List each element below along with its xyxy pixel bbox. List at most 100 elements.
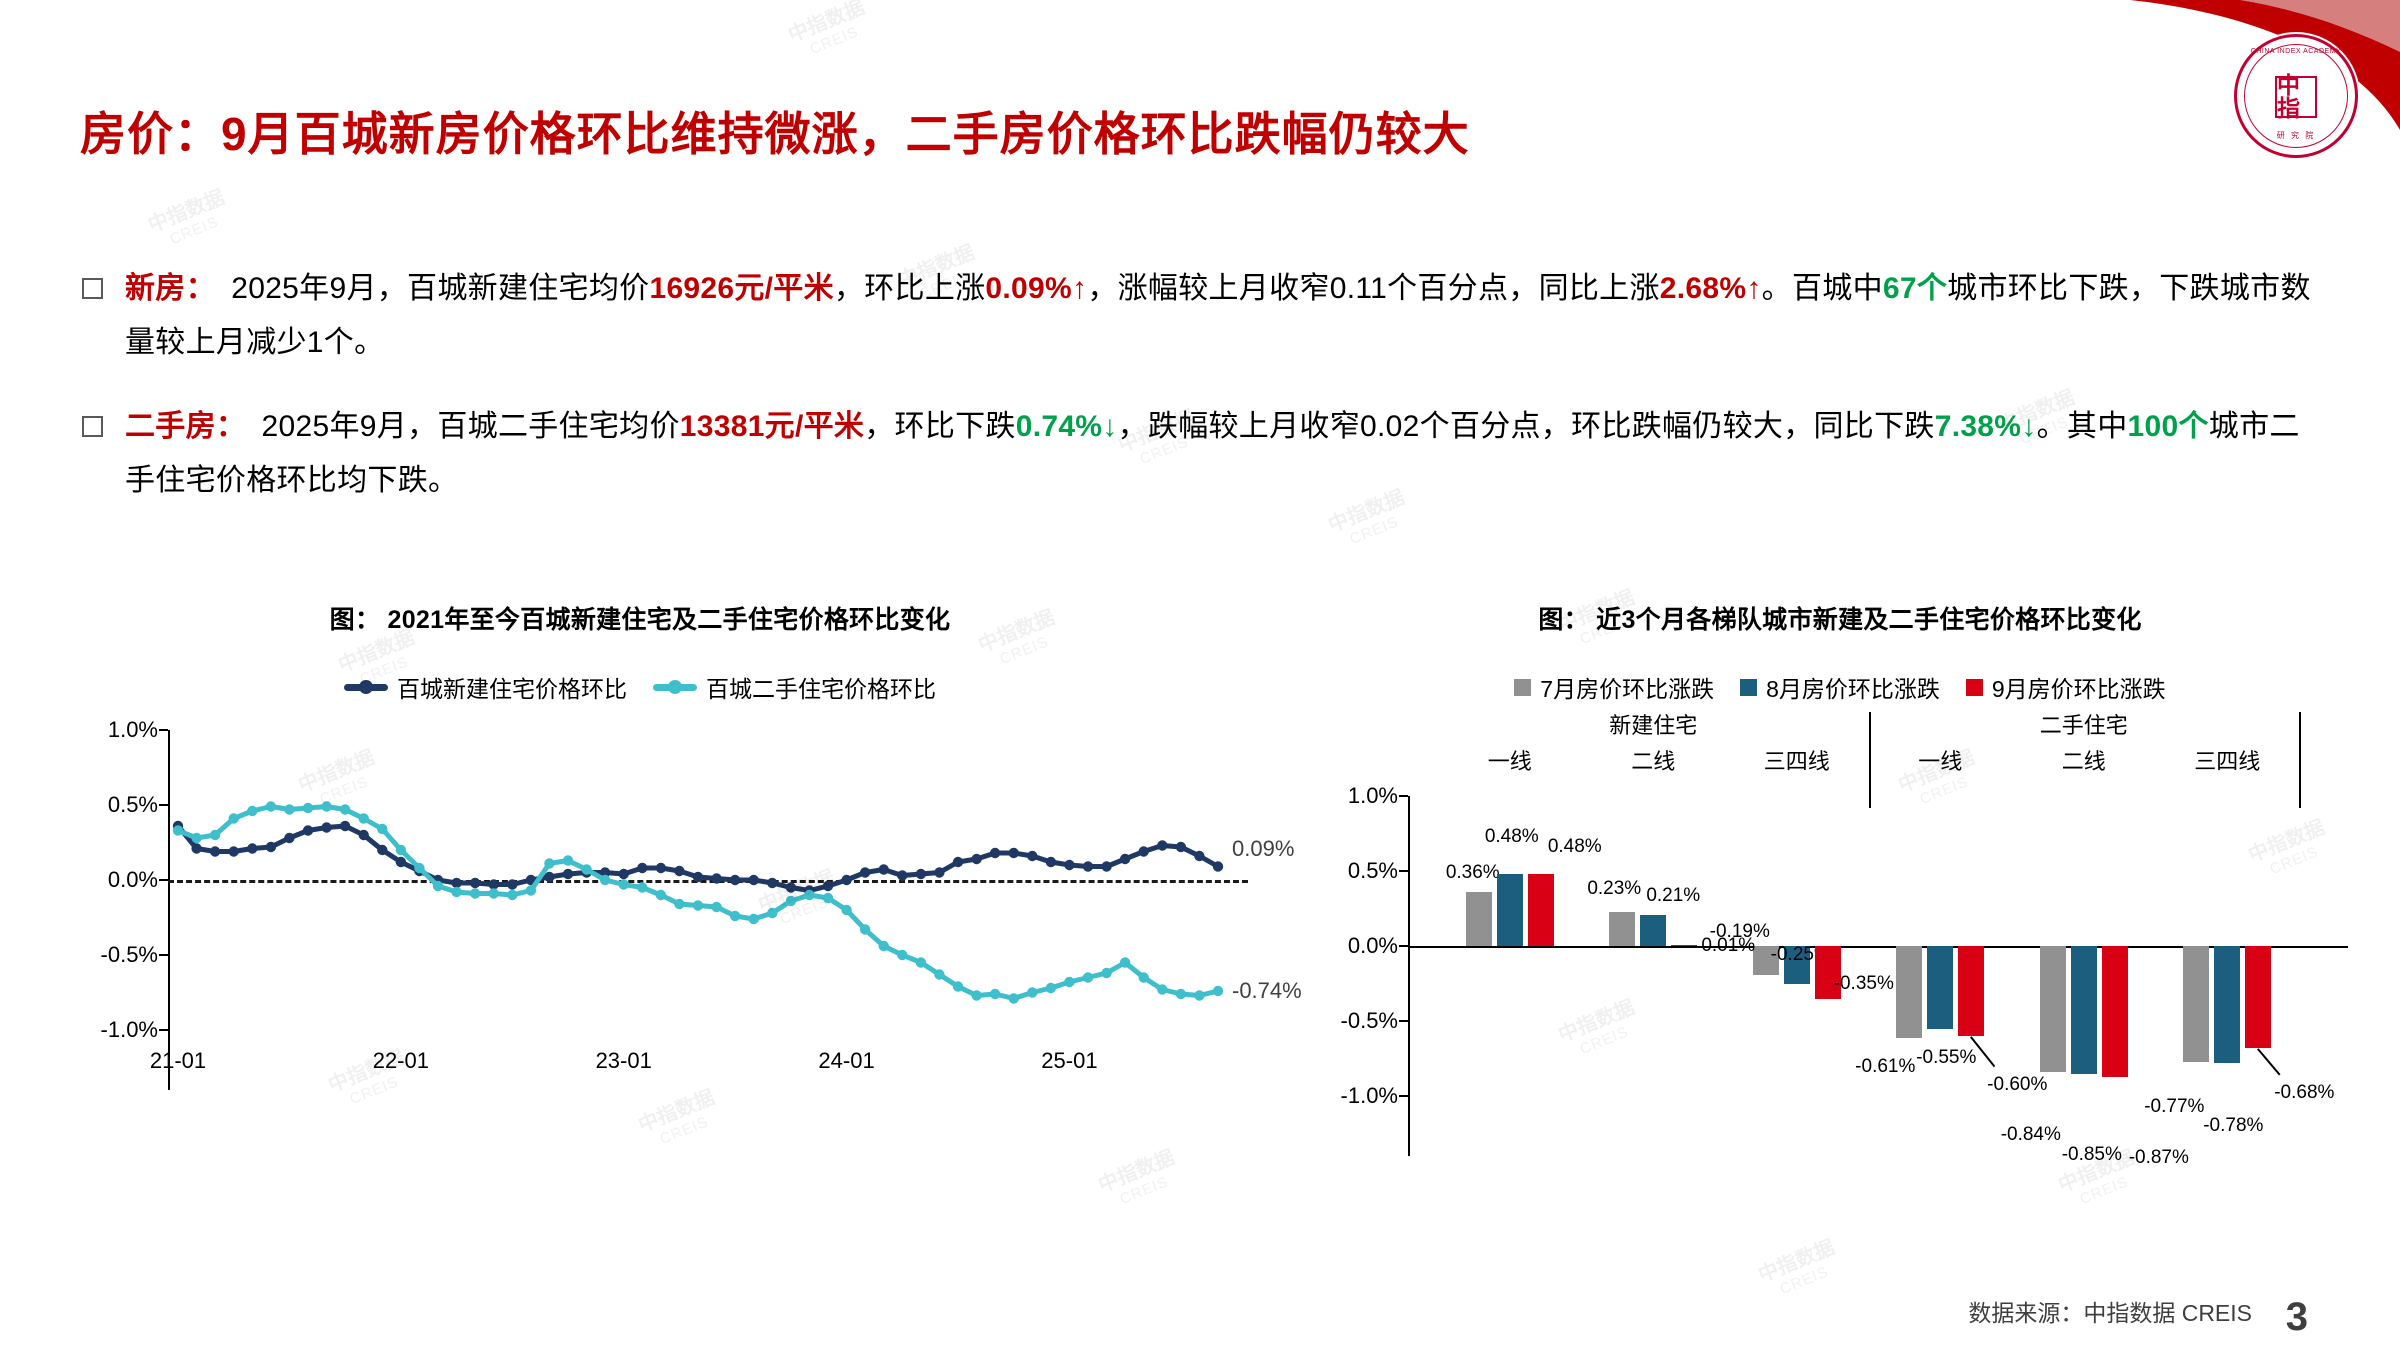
bullet-segment: 67个 [1882, 272, 1948, 305]
y-axis-label: -1.0% [1340, 1083, 1398, 1108]
bar-value-label: 0.21% [1646, 884, 1701, 906]
y-axis-tick [159, 804, 168, 806]
bar-chart-title: 图： 近3个月各梯队城市新建及二手住宅价格环比变化 [1538, 606, 2142, 634]
line-chart-panel: 图： 2021年至今百城新建住宅及二手住宅价格环比变化 百城新建住宅价格环比 百… [60, 600, 1302, 1280]
logo-top-text: CHINA INDEX ACADEMY [2250, 48, 2342, 55]
bullet-segment: ，涨幅较上月收窄0.11个百分点，同比上涨 [1087, 272, 1660, 305]
bullet-segment: ，环比上涨 [833, 272, 986, 305]
y-axis-label: -0.5% [100, 942, 158, 967]
legend-swatch-jul [1514, 678, 1532, 696]
bullet-second-hand-text: 二手房： 2025年9月，百城二手住宅均价13381元/平米，环比下跌0.74%… [125, 400, 2312, 508]
y-axis-label: -0.5% [1340, 1008, 1398, 1033]
bar-value-label: -0.87% [2128, 1146, 2189, 1168]
legend-marker-new [344, 683, 388, 691]
bullet-segment: 2.68% [1659, 272, 1747, 305]
bar-category-label: 二线 [1631, 749, 1676, 774]
x-axis-label: 22-01 [372, 1048, 429, 1073]
y-axis-tick [159, 954, 168, 956]
bar [1814, 946, 1841, 999]
x-axis-label: 23-01 [595, 1048, 652, 1073]
bar [2183, 946, 2210, 1062]
bar-value-label: -0.85% [2061, 1143, 2122, 1165]
legend-marker-second [653, 683, 697, 691]
legend-swatch-sep [1965, 678, 1983, 696]
line-plot-area: 1.0% 0.5% 0.0% -0.5% -1.0% 21-01 22-01 23-01 24-… [101, 717, 1302, 1090]
bar-value-label: -0.61% [1855, 1055, 1916, 1077]
bar-value-label: -0.68% [2274, 1082, 2335, 1103]
bar [1609, 911, 1636, 946]
bar [1527, 874, 1554, 946]
bar [1640, 914, 1667, 946]
bar-value-label: 0.01% [1701, 934, 1756, 956]
bar [1671, 944, 1698, 946]
legend-label-second: 百城二手住宅价格环比 [706, 676, 936, 702]
zero-baseline [1408, 946, 2348, 948]
legend-item-new: 百城新建住宅价格环比 [344, 670, 627, 704]
group-separator [1868, 712, 1871, 808]
y-axis-label: 1.0% [1347, 783, 1398, 808]
legend-item-aug: 8月房价环比涨跌 [1740, 670, 1940, 704]
bar-value-label: -0.19% [1709, 920, 1770, 942]
creis-logo: CHINA INDEX ACADEMY 中指 研 究 院 [2234, 34, 2358, 158]
bullet-segment: 0.74% [1015, 410, 1103, 443]
bar [1927, 946, 1954, 1029]
summary-bullets: 新房： 2025年9月，百城新建住宅均价16926元/平米，环比上涨0.09%↑… [82, 262, 2312, 538]
y-axis-tick [1399, 870, 1408, 872]
bar-group-header: 二手住宅 [2039, 713, 2128, 738]
y-axis-label: 0.5% [107, 792, 158, 817]
bar [1896, 946, 1923, 1038]
bullet-segment: 2025年9月，百城二手住宅均价 [261, 410, 680, 443]
y-axis-label: 0.5% [1347, 858, 1398, 883]
logo-ring [2244, 44, 2348, 148]
bar-category-label: 一线 [1918, 749, 1963, 774]
bullet-segment: 7.38% [1934, 410, 2022, 443]
bar-value-label: 0.36% [1445, 862, 1500, 883]
x-axis-label: 25-01 [1041, 1048, 1098, 1073]
legend-item-second: 百城二手住宅价格环比 [653, 670, 936, 704]
data-source-note: 数据来源：中指数据 CREIS [1968, 1300, 2252, 1326]
bullet-new-housing-text: 新房： 2025年9月，百城新建住宅均价16926元/平米，环比上涨0.09%↑… [125, 262, 2312, 370]
bar-category-label: 三四线 [2194, 749, 2261, 774]
bar [2039, 946, 2066, 1072]
y-axis-tick [159, 729, 168, 731]
legend-label-sep: 9月房价环比涨跌 [1991, 676, 2166, 702]
legend-item-jul: 7月房价环比涨跌 [1514, 670, 1714, 704]
bullet-segment: 。其中 [2036, 410, 2128, 443]
bullet-segment: 城市二手住宅价格环比均下跌。 [125, 410, 2300, 497]
y-axis-label: -1.0% [100, 1017, 158, 1042]
y-axis-tick [159, 1029, 168, 1031]
legend-swatch-aug [1740, 678, 1758, 696]
line-chart-title: 图： 2021年至今百城新建住宅及二手住宅价格环比变化 [329, 606, 951, 634]
page-title: 房价：9月百城新房价格环比维持微涨，二手房价格环比跌幅仍较大 [80, 108, 1470, 160]
bar [1783, 946, 1810, 984]
bullet-square-icon [82, 278, 103, 299]
y-axis-line [168, 730, 170, 1090]
bullet-segment: 100个 [2127, 410, 2209, 443]
bar-value-label: -0.84% [2000, 1124, 2061, 1145]
bar-value-label: 0.48% [1547, 836, 1602, 857]
bar-value-label: 0.23% [1587, 877, 1642, 899]
bar [1752, 946, 1779, 975]
bullet-lead: 新房： [125, 272, 216, 305]
bar-group-header: 新建住宅 [1609, 713, 1698, 738]
bullet-new-housing: 新房： 2025年9月，百城新建住宅均价16926元/平米，环比上涨0.09%↑… [82, 262, 2312, 370]
legend-label-new: 百城新建住宅价格环比 [397, 676, 627, 702]
label-leader-line [2257, 1048, 2281, 1076]
bullet-segment: 13381元/平米 [679, 410, 865, 443]
y-axis-tick [1399, 945, 1408, 947]
bar-chart-legend: 7月房价环比涨跌 8月房价环比涨跌 9月房价环比涨跌 [1300, 670, 2380, 704]
series-end-label: -0.74% [1232, 978, 1302, 1003]
bar-category-label: 一线 [1487, 749, 1532, 774]
bullet-segment: ，跌幅较上月收窄0.02个百分点，环比跌幅仍较大，同比下跌 [1117, 410, 1935, 443]
bullet-second-hand: 二手房： 2025年9月，百城二手住宅均价13381元/平米，环比下跌0.74%… [82, 400, 2312, 508]
y-axis-label: 0.0% [1347, 933, 1398, 958]
bullet-segment: 2025年9月，百城新建住宅均价 [231, 272, 650, 305]
bar [2070, 946, 2097, 1074]
bullet-segment: ↑ [1746, 272, 1762, 305]
bar-plot-area: 1.0% 0.5% 0.0% -0.5% -1.0% 新建住宅 二手住宅 一线 二线 三四线 一线 二… [1341, 712, 2348, 1168]
bullet-square-icon [82, 416, 103, 437]
y-axis-tick [1399, 1020, 1408, 1022]
watermark: 中指数据 CREIS [145, 186, 228, 249]
bar-value-label: -0.35% [1833, 972, 1894, 994]
group-separator [2299, 712, 2302, 808]
